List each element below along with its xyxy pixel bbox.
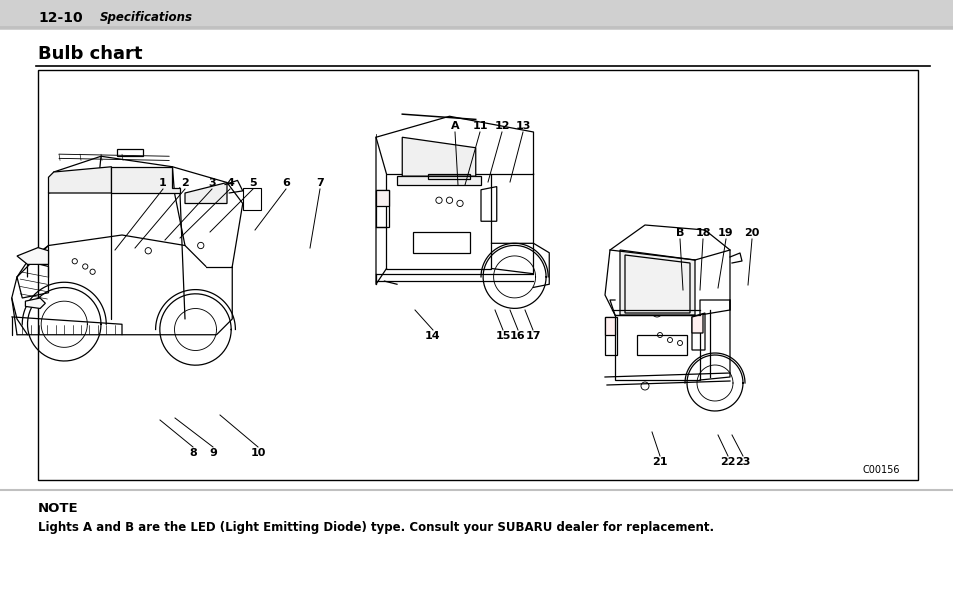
Text: A: A bbox=[450, 121, 458, 131]
Text: 17: 17 bbox=[525, 331, 540, 341]
Text: 21: 21 bbox=[652, 457, 667, 467]
Polygon shape bbox=[26, 298, 46, 308]
Polygon shape bbox=[619, 250, 695, 315]
Text: 15: 15 bbox=[495, 331, 510, 341]
Polygon shape bbox=[49, 167, 112, 193]
Text: 20: 20 bbox=[743, 228, 759, 238]
Text: 3: 3 bbox=[208, 178, 215, 188]
Bar bbox=[243, 188, 261, 210]
Text: 23: 23 bbox=[735, 457, 750, 467]
Text: 18: 18 bbox=[695, 228, 710, 238]
Text: 13: 13 bbox=[515, 121, 530, 131]
Text: Specifications: Specifications bbox=[100, 12, 193, 24]
Text: 2: 2 bbox=[181, 178, 189, 188]
Text: 7: 7 bbox=[315, 178, 323, 188]
Text: 5: 5 bbox=[249, 178, 256, 188]
Polygon shape bbox=[112, 167, 179, 193]
Polygon shape bbox=[402, 137, 476, 176]
Text: 9: 9 bbox=[209, 448, 216, 458]
Polygon shape bbox=[396, 176, 480, 184]
Text: 12-10: 12-10 bbox=[38, 11, 83, 25]
Polygon shape bbox=[691, 314, 702, 333]
Text: 22: 22 bbox=[720, 457, 735, 467]
Bar bbox=[0, 0, 953, 30]
Text: B: B bbox=[675, 228, 683, 238]
Text: 4: 4 bbox=[226, 178, 233, 188]
Polygon shape bbox=[375, 190, 388, 206]
Bar bbox=[38, 70, 917, 480]
Polygon shape bbox=[624, 255, 689, 313]
Text: 16: 16 bbox=[510, 331, 525, 341]
Text: Bulb chart: Bulb chart bbox=[38, 45, 142, 63]
Text: Lights A and B are the LED (Light Emitting Diode) type. Consult your SUBARU deal: Lights A and B are the LED (Light Emitti… bbox=[38, 522, 714, 534]
Text: 19: 19 bbox=[718, 228, 733, 238]
Polygon shape bbox=[17, 247, 49, 264]
Text: C00156: C00156 bbox=[862, 465, 899, 475]
Text: 6: 6 bbox=[282, 178, 290, 188]
Text: 10: 10 bbox=[250, 448, 265, 458]
Text: 11: 11 bbox=[472, 121, 487, 131]
Text: 14: 14 bbox=[425, 331, 440, 341]
Polygon shape bbox=[185, 182, 227, 204]
Text: 8: 8 bbox=[189, 448, 196, 458]
Text: NOTE: NOTE bbox=[38, 502, 78, 514]
Polygon shape bbox=[604, 317, 615, 335]
Text: 12: 12 bbox=[494, 121, 509, 131]
Text: 1: 1 bbox=[159, 178, 167, 188]
